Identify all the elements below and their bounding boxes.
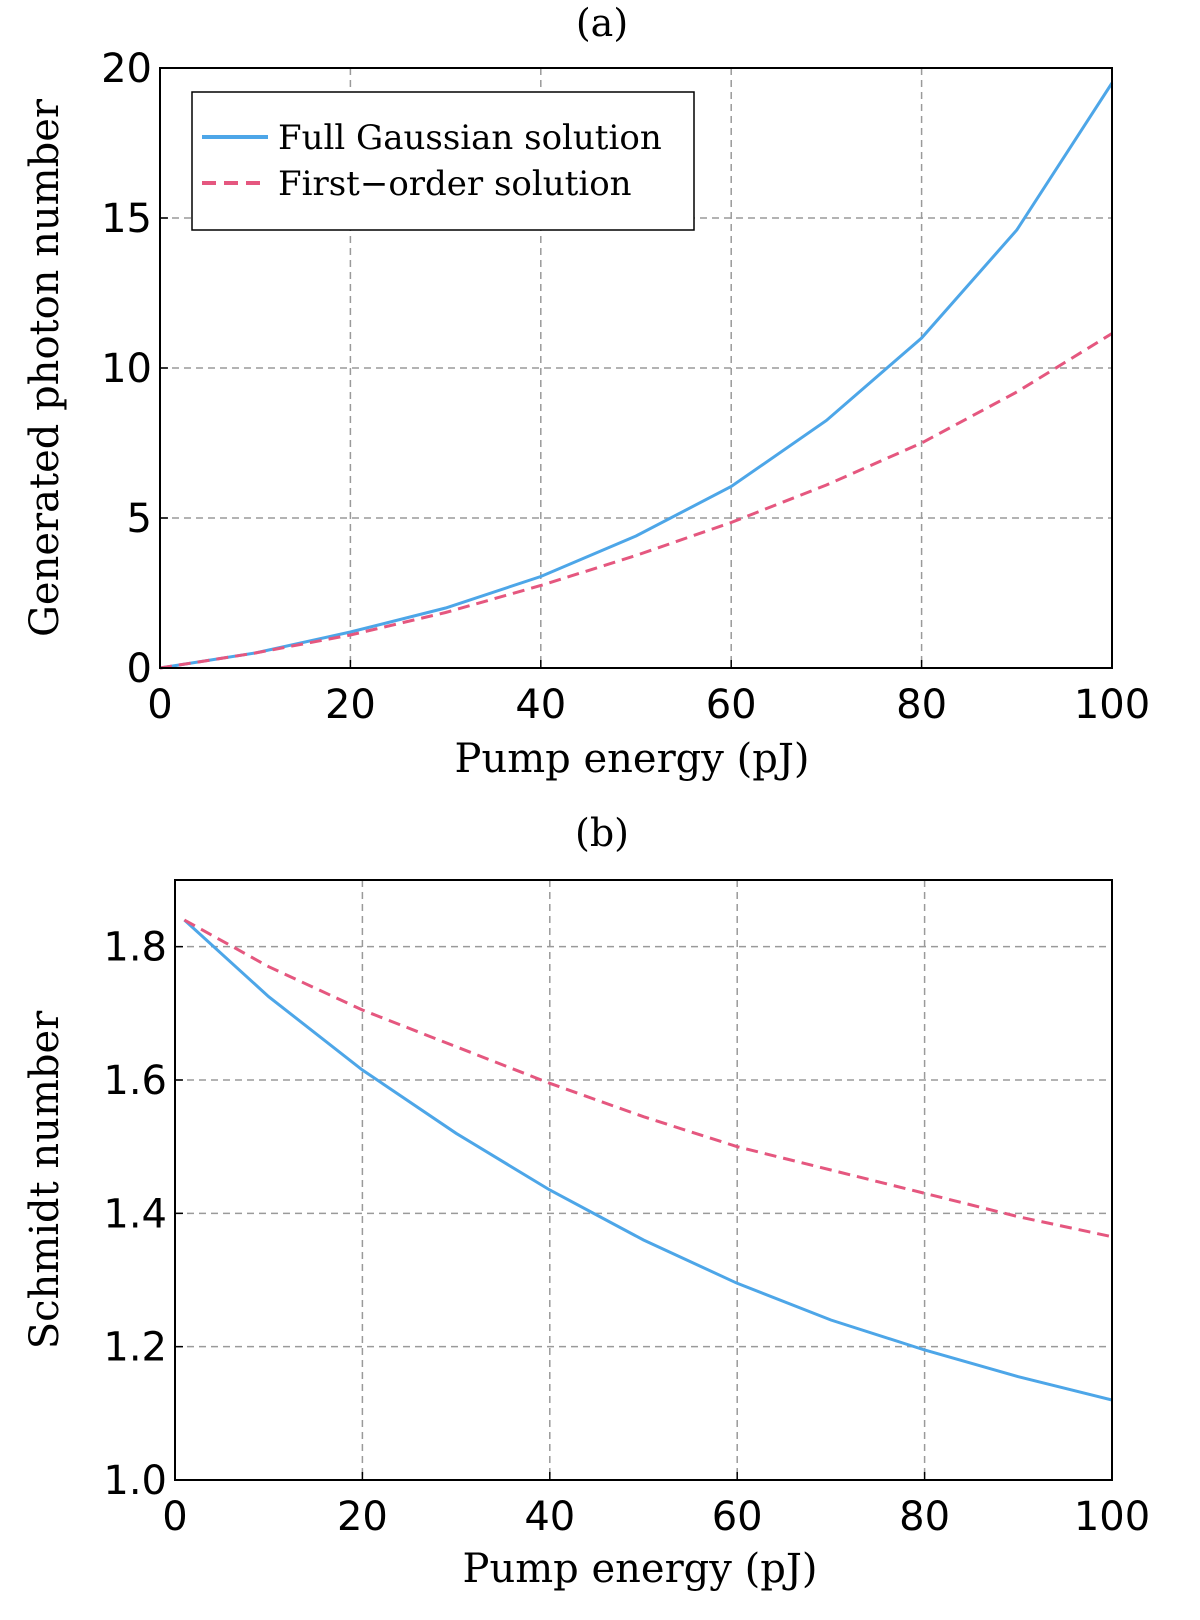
panel-b-title: (b) — [575, 811, 629, 855]
series-line-first-order — [183, 918, 1113, 1239]
legend-label-first: First−order solution — [278, 164, 632, 204]
panel-a: (a) 0 20 40 60 80 100 0 5 10 15 20 Pump energy (pJ… — [22, 1, 1150, 782]
panel-b-xlabel: Pump energy (pJ) — [463, 1546, 818, 1592]
y-tick-label: 1.0 — [103, 1458, 167, 1504]
panel-a-ticks: 0 20 40 60 80 100 0 5 10 15 20 — [101, 46, 1150, 728]
y-tick-label: 0 — [127, 646, 152, 692]
x-tick-label: 60 — [706, 682, 757, 728]
series-line-first-order — [159, 332, 1113, 670]
y-tick-label: 20 — [101, 46, 152, 92]
x-tick-label: 80 — [896, 682, 947, 728]
x-tick-label: 100 — [1074, 1494, 1150, 1540]
y-tick-label: 1.8 — [103, 925, 167, 971]
y-tick-label: 5 — [127, 496, 152, 542]
y-tick-label: 10 — [101, 346, 152, 392]
x-tick-label: 40 — [515, 682, 566, 728]
y-tick-label: 15 — [101, 196, 152, 242]
panel-b-ticks: 0 20 40 60 80 100 1.0 1.2 1.4 1.6 1.8 — [103, 925, 1150, 1540]
y-tick-label: 1.6 — [103, 1058, 167, 1104]
panel-a-ylabel: Generated photon number — [22, 98, 68, 637]
panel-a-legend: Full Gaussian solution First−order solut… — [191, 91, 695, 231]
x-tick-label: 0 — [162, 1494, 187, 1540]
series-line-full-gaussian — [159, 82, 1114, 670]
x-tick-label: 20 — [325, 682, 376, 728]
legend-box — [191, 91, 695, 231]
panel-a-series — [159, 82, 1114, 670]
x-tick-label: 100 — [1074, 682, 1150, 728]
series-line-full-gaussian — [183, 918, 1113, 1402]
panel-a-xlabel: Pump energy (pJ) — [455, 736, 810, 782]
panel-b-frame — [174, 879, 1113, 1481]
panel-b-ylabel: Schmidt number — [22, 1010, 68, 1349]
x-tick-label: 60 — [712, 1494, 763, 1540]
x-tick-label: 20 — [337, 1494, 388, 1540]
panel-a-title: (a) — [576, 1, 628, 45]
panel-b: (b) 0 20 40 60 80 100 1.0 1.2 1.4 1.6 1.8 Pump ene… — [22, 811, 1150, 1592]
panel-b-grid — [175, 880, 1112, 1480]
legend-label-full: Full Gaussian solution — [278, 118, 662, 158]
x-tick-label: 40 — [524, 1494, 575, 1540]
x-tick-label: 80 — [899, 1494, 950, 1540]
panel-b-series — [183, 918, 1113, 1402]
y-tick-label: 1.4 — [103, 1191, 167, 1237]
y-tick-label: 1.2 — [103, 1325, 167, 1371]
x-tick-label: 0 — [147, 682, 172, 728]
